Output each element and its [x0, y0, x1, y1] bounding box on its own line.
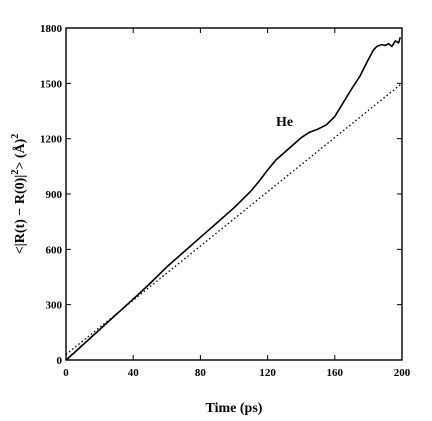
series-annotation: He	[276, 115, 293, 130]
axis-ticks: 0 40 80 120 160 200 0 300 600 900 1200 1500 1800	[40, 23, 411, 379]
data-series	[65, 36, 403, 361]
y-axis-title-post: )	[13, 138, 28, 143]
y-axis-title-sup2: 2	[10, 134, 21, 139]
y-axis-title-pre: <|R(t) − R(0)|	[13, 175, 28, 255]
x-tick-label: 0	[63, 367, 69, 379]
x-tick-label: 120	[259, 367, 276, 379]
x-tick-label: 160	[327, 367, 344, 379]
msd-curve	[65, 36, 402, 361]
x-tick-label: 200	[394, 367, 411, 379]
y-axis-title-mid: > (	[13, 153, 28, 169]
y-tick-label: 0	[57, 355, 63, 367]
y-tick-label: 600	[46, 244, 63, 256]
y-tick-label: 1800	[40, 23, 63, 35]
y-tick-label: 1200	[40, 134, 63, 146]
x-tick-label: 40	[128, 367, 140, 379]
y-axis-title-sup1: 2	[10, 170, 21, 175]
x-tick-label: 80	[195, 367, 207, 379]
fit-line-dotted	[65, 82, 403, 356]
plot-frame	[65, 27, 403, 361]
y-tick-label: 300	[46, 300, 63, 312]
y-axis-title: <|R(t) − R(0)|2> (Å)2	[10, 134, 28, 255]
x-axis-title: Time (ps)	[206, 401, 263, 416]
y-tick-label: 900	[46, 189, 63, 201]
y-axis-title-unit: Å	[12, 143, 28, 154]
y-tick-label: 1500	[40, 78, 63, 90]
